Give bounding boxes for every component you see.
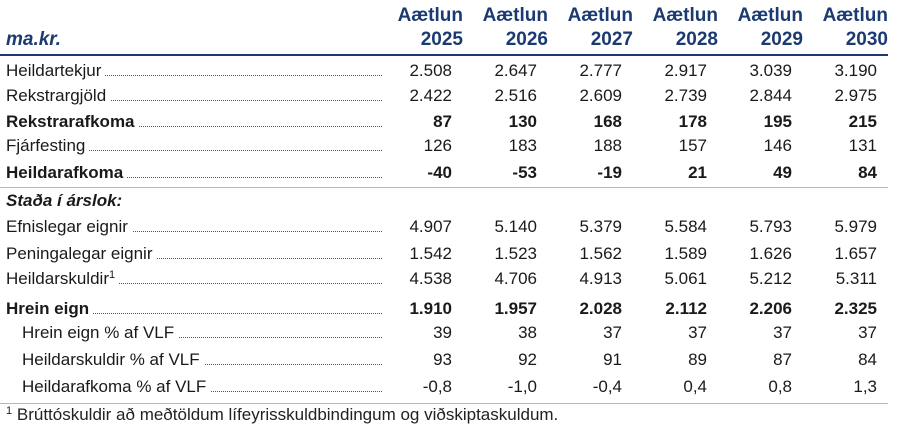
row-peningalegar-eignir: Peningalegar eignir 1.542 1.523 1.562 1.589… (6, 244, 877, 263)
row-rekstrarafkoma: Rekstrarafkoma 87 130 168 178 195 215 (6, 112, 877, 131)
row-efnislegar-eignir: Efnislegar eignir 4.907 5.140 5.379 5.584 5.… (6, 217, 877, 236)
column-header-2027: Aætlun 2027 (567, 5, 633, 50)
row-heildarskuldir: Heildarskuldir1 4.538 4.706 4.913 5.061 5.21… (6, 269, 877, 288)
header-rule (0, 54, 888, 56)
column-header-2030: Aætlun 2030 (822, 5, 888, 50)
row-hrein-eign-pct: Hrein eign % af VLF 39 38 37 37 37 37 (22, 323, 877, 342)
unit-label: ma.kr. (6, 29, 61, 50)
row-rekstrargjold: Rekstrargjöld 2.422 2.516 2.609 2.739 2.844 2… (6, 86, 877, 105)
column-header-2025: Aætlun 2025 (397, 5, 463, 50)
row-heildarafkoma-pct: Heildarafkoma % af VLF -0,8 -1,0 -0,4 0,4 0,… (22, 377, 877, 396)
section-heading-stada: Staða í árslok: (6, 191, 123, 210)
column-header-2029: Aætlun 2029 (737, 5, 803, 50)
column-header-2028: Aætlun 2028 (652, 5, 718, 50)
row-heildarafkoma: Heildarafkoma -40 -53 -19 21 49 84 (6, 163, 877, 182)
row-fjarfesting: Fjárfesting 126 183 188 157 146 131 (6, 136, 877, 155)
column-header-2026: Aætlun 2026 (482, 5, 548, 50)
row-heildarskuldir-pct: Heildarskuldir % af VLF 93 92 91 89 87 84 (22, 350, 877, 369)
footnote: 1 Brúttóskuldir að meðtöldum lífeyrissku… (6, 405, 559, 424)
row-heildartekjur: Heildartekjur 2.508 2.647 2.777 2.917 3.039 3… (6, 61, 877, 80)
footer-divider (0, 403, 888, 404)
section-divider (0, 187, 888, 188)
table-header: ma.kr. Aætlun 2025 Aætlun 2026 Aætlun 2027 … (0, 0, 900, 52)
row-hrein-eign: Hrein eign 1.910 1.957 2.028 2.112 2.206 2.32… (6, 299, 877, 318)
